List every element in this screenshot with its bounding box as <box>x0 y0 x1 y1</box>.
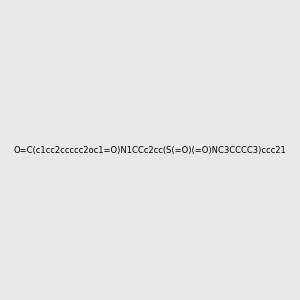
Text: O=C(c1cc2ccccc2oc1=O)N1CCc2cc(S(=O)(=O)NC3CCCC3)ccc21: O=C(c1cc2ccccc2oc1=O)N1CCc2cc(S(=O)(=O)N… <box>14 146 286 154</box>
